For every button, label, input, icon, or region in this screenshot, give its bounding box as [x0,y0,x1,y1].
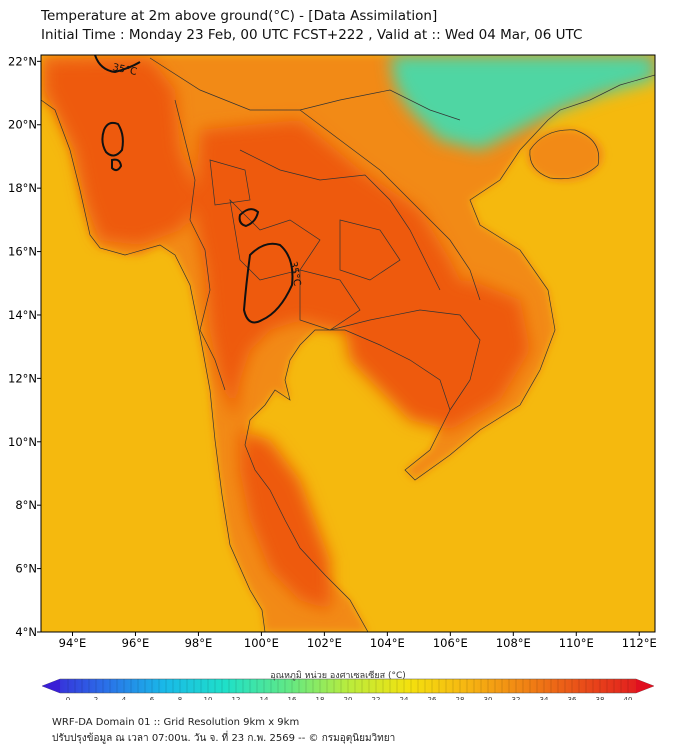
contour-35-central [242,242,294,324]
lat-tick-label: 4°N [15,625,37,639]
border-province-4 [209,159,251,206]
land-hainan [527,129,603,181]
colorbar-tick-label: 10 [204,696,213,700]
lat-tick-label: 22°N [8,54,37,68]
footer-model-info: WRF-DA Domain 01 :: Grid Resolution 9km … [52,717,300,728]
border-cambodia [329,309,481,411]
contour-35-thai-north [238,208,260,228]
colorbar-min-arrow [42,679,60,693]
lat-tick-label: 20°N [8,118,37,132]
contour-35-north [94,55,141,74]
colorbar-tick-label: 26 [428,696,437,700]
lon-tick-label: 104°E [370,636,405,650]
colorbar-tick-label: 40 [624,696,633,700]
colorbar-tick-label: 24 [400,696,409,700]
border-thailand-laos [239,149,441,291]
hot-core-myanmar [45,58,200,245]
border-province-2 [299,269,361,331]
lon-tick-label: 108°E [496,636,531,650]
coastline-gulf [244,74,655,632]
lat-tick-label: 14°N [8,308,37,322]
colorbar-tick-label: 38 [596,696,605,700]
contour-35-small [111,158,123,172]
temperature-map: 35°C 35°C 94°E 96°E 98°E 100°E 102°E 104°E 106… [8,54,657,700]
lon-tick-label: 96°E [122,636,150,650]
colorbar-tick-label: 4 [122,696,127,700]
map-field: 35°C 35°C [41,55,655,632]
hainan-coast [529,129,600,180]
contour-label-north: 35°C [111,62,137,78]
lat-tick-label: 8°N [15,498,37,512]
colorbar-tick-label: 32 [512,696,521,700]
lon-tick-label: 102°E [307,636,342,650]
colorbar-max-arrow [636,679,654,693]
colorbar-tick-label: 30 [484,696,493,700]
colorbar-tick-label: 34 [540,696,549,700]
colorbar-tick-label: 8 [178,696,182,700]
lat-tick-label: 10°N [8,435,37,449]
colorbar-tick-label: 2 [94,696,98,700]
hot-core-thailand [195,120,470,420]
lon-tick-label: 94°E [59,636,87,650]
colorbar-tick-label: 6 [150,696,155,700]
colorbar-tick-label: 12 [232,696,241,700]
colorbar-tick-label: 22 [372,696,381,700]
lon-tick-label: 98°E [185,636,213,650]
lat-tick-label: 6°N [15,562,37,576]
colorbar-ticks: 0 2 4 6 8 10 12 14 16 18 20 22 24 26 28 30 32 34 36 38 40 [66,679,633,700]
coastline [41,99,266,632]
border-china [149,57,461,121]
border-province-1 [229,198,321,281]
lat-tick-label: 18°N [8,181,37,195]
lon-tick-label: 110°E [559,636,594,650]
colorbar-tick-label: 0 [66,696,70,700]
cool-region-china [390,55,655,150]
border-myanmar-thailand [174,99,226,391]
colorbar-tick-label: 36 [568,696,577,700]
lon-tick-label: 100°E [244,636,279,650]
map-subtitle: Initial Time : Monday 23 Feb, 00 UTC FCS… [41,27,583,43]
lon-tick-label: 106°E [433,636,468,650]
border-laos-vietnam [299,109,481,301]
colorbar-tick-label: 18 [316,696,325,700]
lat-tick-label: 12°N [8,371,37,385]
colorbar-tick-label: 14 [260,696,269,700]
contour-35-myanmar [101,121,124,157]
longitude-axis: 94°E 96°E 98°E 100°E 102°E 104°E 106°E 108°E 110… [59,632,657,650]
hot-core-cambodia [340,280,530,430]
border-province-3 [339,219,401,281]
colorbar-tick-label: 28 [456,696,465,700]
lat-tick-label: 16°N [8,245,37,259]
map-frame [40,54,656,633]
footer-update-info: ปรับปรุงข้อมูล ณ เวลา 07:00น. วัน จ. ที่… [52,733,396,744]
colorbar-tick-label: 16 [288,696,297,700]
latitude-axis: 4°N 6°N 8°N 10°N 12°N 14°N 16°N 18°N 20°N 22°N [8,54,41,639]
lon-tick-label: 112°E [622,636,657,650]
colorbar-title: อุณหภูมิ หน่วย องศาเซลเซียส (°C) [270,671,406,681]
colorbar-tick-label: 20 [344,696,353,700]
map-title: Temperature at 2m above ground(°C) - [Da… [41,8,438,24]
contour-label-central: 35°C [287,261,302,287]
